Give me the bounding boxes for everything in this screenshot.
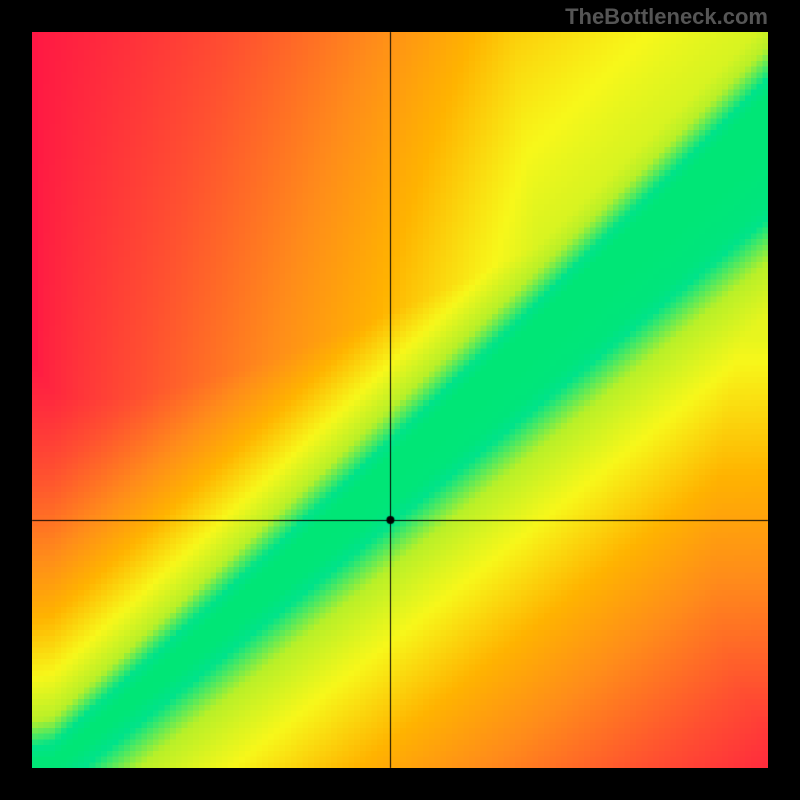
chart-container: TheBottleneck.com <box>0 0 800 800</box>
watermark-text: TheBottleneck.com <box>565 4 768 30</box>
bottleneck-heatmap <box>32 32 768 768</box>
